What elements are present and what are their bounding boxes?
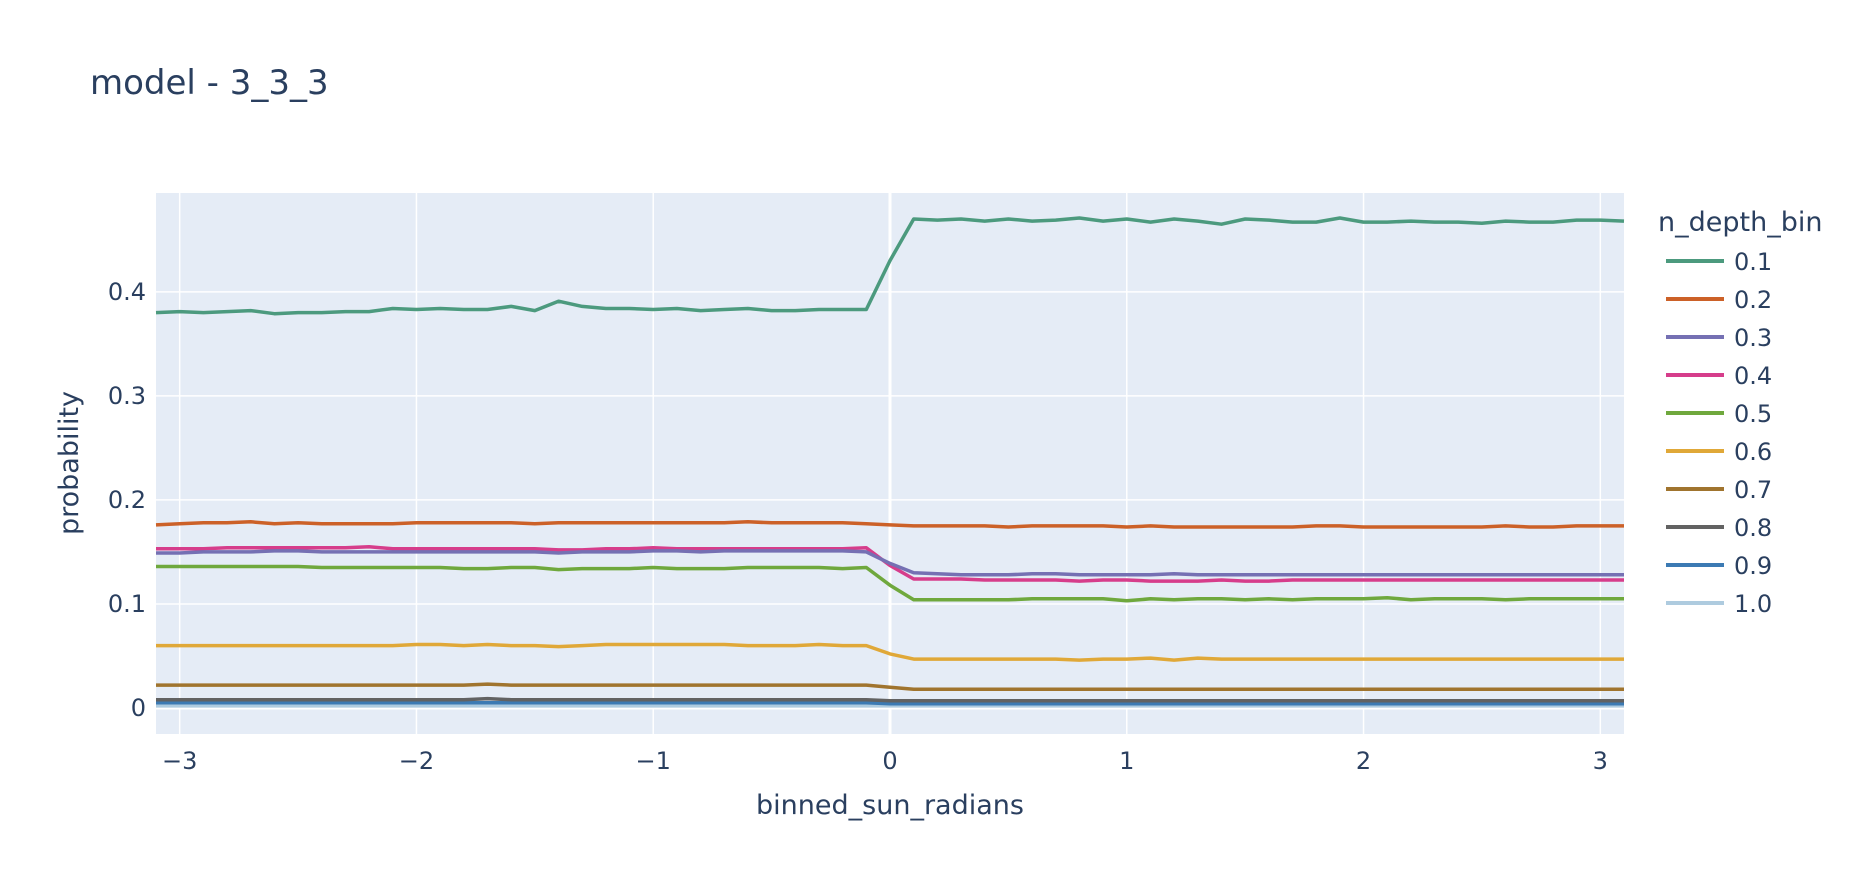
y-tick-label: 0: [131, 694, 146, 722]
x-tick-label: 2: [1356, 747, 1371, 775]
legend-label: 0.8: [1734, 514, 1772, 542]
series-line-0-4[interactable]: [156, 544, 1624, 583]
legend-label: 0.9: [1734, 552, 1772, 580]
legend-title: n_depth_bin: [1658, 207, 1822, 238]
y-tick-label: 0.4: [108, 278, 146, 306]
legend-item[interactable]: 0.4: [1666, 362, 1772, 390]
legend-item[interactable]: 0.8: [1666, 514, 1772, 542]
legend-label: 1.0: [1734, 590, 1772, 618]
series-line-0-3[interactable]: [156, 549, 1624, 577]
y-axis-title: probability: [54, 391, 85, 535]
x-tick-label: −2: [399, 747, 434, 775]
x-tick-label: 1: [1119, 747, 1134, 775]
legend-item[interactable]: 0.1: [1666, 248, 1772, 276]
legend-item[interactable]: 0.5: [1666, 400, 1772, 428]
legend-item[interactable]: 0.3: [1666, 324, 1772, 352]
x-tick-label: −3: [162, 747, 197, 775]
y-tick-label: 0.3: [108, 382, 146, 410]
legend-label: 0.7: [1734, 476, 1772, 504]
x-tick-label: −1: [636, 747, 671, 775]
series-line-0-8[interactable]: [156, 696, 1624, 703]
chart-title: model - 3_3_3: [90, 63, 329, 103]
legend-label: 0.1: [1734, 248, 1772, 276]
y-tick-label: 0.1: [108, 590, 146, 618]
x-axis-title: binned_sun_radians: [756, 790, 1024, 821]
legend-item[interactable]: 0.6: [1666, 438, 1772, 466]
gridlines: [156, 193, 1624, 734]
legend-label: 0.2: [1734, 286, 1772, 314]
series-line-0-2[interactable]: [155, 520, 1624, 529]
series-line-0-1[interactable]: [155, 216, 1625, 316]
legend-label: 0.6: [1734, 438, 1772, 466]
y-axis-ticks: 0 0.1 0.2 0.3 0.4: [108, 278, 146, 722]
series-line-0-6[interactable]: [156, 642, 1624, 662]
legend-label: 0.3: [1734, 324, 1772, 352]
legend[interactable]: n_depth_bin 0.1 0.2 0.3 0.4 0.5 0.6 0.7 0.8 0.9 1…: [1658, 207, 1822, 618]
x-tick-label: 0: [882, 747, 897, 775]
x-tick-label: 3: [1593, 747, 1608, 775]
y-tick-label: 0.2: [108, 486, 146, 514]
legend-label: 0.4: [1734, 362, 1772, 390]
series-line-0-5[interactable]: [156, 564, 1624, 603]
series-line-0-7[interactable]: [156, 682, 1624, 692]
legend-item[interactable]: 0.2: [1666, 286, 1772, 314]
series-lines: [155, 216, 1625, 708]
legend-item[interactable]: 0.9: [1666, 552, 1772, 580]
series-line-0-9[interactable]: [156, 701, 1624, 706]
legend-label: 0.5: [1734, 400, 1772, 428]
x-axis-ticks: −3 −2 −1 0 1 2 3: [162, 747, 1608, 775]
legend-item[interactable]: 1.0: [1666, 590, 1772, 618]
legend-item[interactable]: 0.7: [1666, 476, 1772, 504]
